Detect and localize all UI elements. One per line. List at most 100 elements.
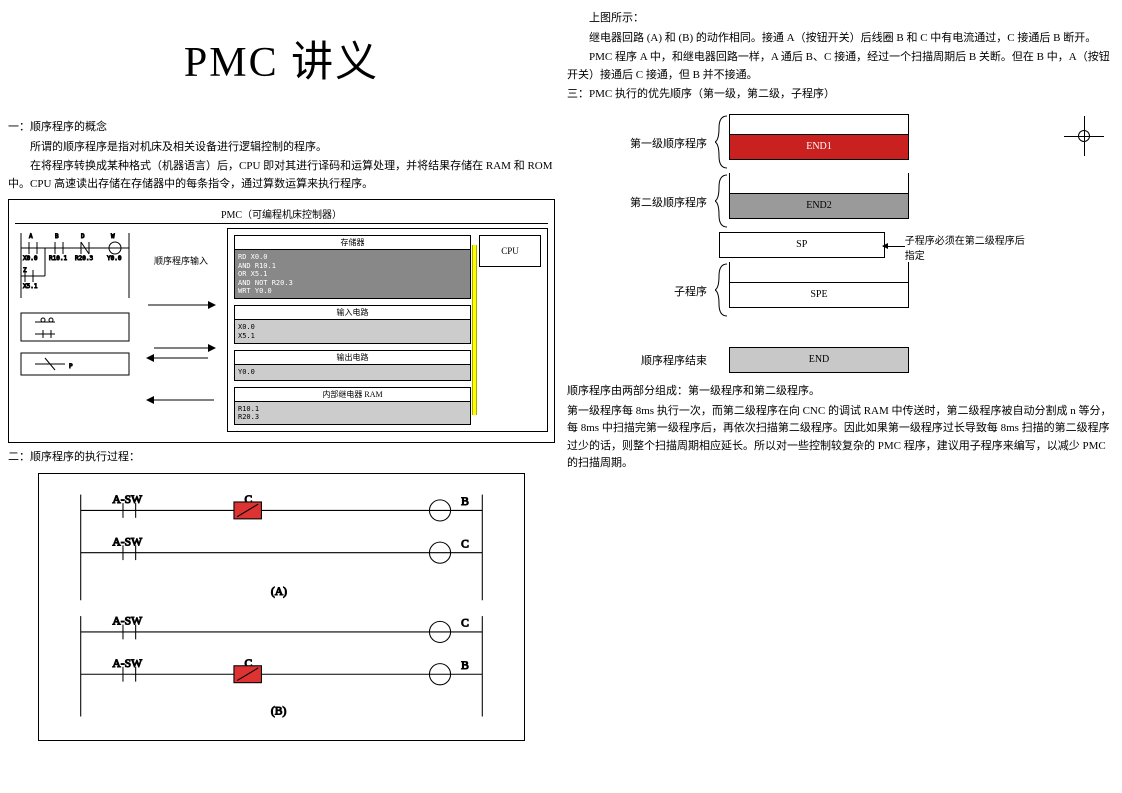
svg-text:W: W (111, 233, 115, 240)
output-block: 输出电路 Y0.0 (234, 350, 471, 380)
crosshair-icon (1064, 116, 1104, 156)
svg-text:C: C (461, 617, 469, 630)
arrow-both-icon (146, 343, 216, 363)
arrow-left-icon (883, 246, 905, 247)
prio-spacer (729, 114, 909, 134)
priority-row-2: 第二级顺序程序 END2 (587, 173, 1034, 232)
priority-row-4: 子程序 SPE (587, 262, 1034, 321)
priority-block-spe: SPE (729, 282, 909, 308)
circuit-diagram: A-SW C B A-SW C (A) A-SW (38, 473, 525, 741)
storage-block: 存储器 RD X0.0 AND R10.1 OR X5.1 AND NOT R2… (234, 235, 471, 299)
svg-text:R10.1: R10.1 (49, 255, 67, 262)
priority-block-col-4: SPE (729, 262, 909, 321)
brace-icon (715, 262, 729, 321)
relay-code: R10.1 R20.3 (235, 402, 470, 425)
yellow-bus-icon (472, 245, 477, 415)
section1-heading: 一：顺序程序的概念 (8, 119, 555, 137)
brace-icon (715, 114, 729, 173)
output-title: 输出电路 (235, 351, 470, 365)
prio-spacer (729, 262, 909, 282)
intro-heading: 上图所示： (567, 10, 1114, 28)
brace-icon (715, 173, 729, 232)
priority-block-end2: END2 (729, 193, 909, 219)
svg-text:Y0.0: Y0.0 (107, 255, 122, 262)
svg-text:A-SW: A-SW (112, 615, 142, 628)
arrow-label: 顺序程序输入 (154, 254, 208, 267)
priority-note-empty-4 (909, 262, 929, 321)
svg-text:A-SW: A-SW (112, 493, 142, 506)
priority-block-col-2: END2 (729, 173, 909, 232)
input-title: 输入电路 (235, 306, 470, 320)
pmc-diagram-body: ABDW X0.0R10.1R20.3Y0.0 Z X5.1 (15, 228, 548, 432)
intro-p2: PMC 程序 A 中，和继电器回路一样，A 通后 B、C 接通，经过一个扫描周期… (567, 49, 1114, 84)
pmc-diagram-header: PMC（可编程机床控制器） (15, 206, 548, 224)
svg-text:B: B (461, 659, 469, 672)
svg-text:B: B (55, 233, 59, 240)
summary-p1: 顺序程序由两部分组成：第一级程序和第二级程序。 (567, 383, 1114, 401)
summary-p2: 第一级程序每 8ms 执行一次，而第二级程序在向 CNC 的调试 RAM 中传送… (567, 403, 1114, 473)
section2-heading: 二：顺序程序的执行过程： (8, 449, 555, 467)
priority-diagram: 第一级顺序程序 END1 第二级顺序程序 (587, 114, 1034, 373)
crosshair-col (1054, 106, 1114, 381)
storage-title: 存储器 (235, 236, 470, 250)
priority-row-5: 顺序程序结束 END (587, 347, 1034, 373)
input-block: 输入电路 X0.0 X5.1 (234, 305, 471, 344)
cpu-box: CPU (479, 235, 541, 267)
priority-row-3: SP 子程序必须在第二级程序后指定 (587, 232, 1034, 262)
priority-label-3 (587, 232, 706, 262)
priority-note-text: 子程序必须在第二级程序后指定 (905, 232, 1034, 262)
output-code: Y0.0 (235, 365, 470, 379)
main-title: PMC 讲义 (8, 28, 555, 89)
right-column: 上图所示： 继电器回路 (A) 和 (B) 的动作相同。接通 A（按钮开关）后线… (567, 8, 1114, 747)
priority-note-sp: 子程序必须在第二级程序后指定 (885, 232, 1034, 262)
priority-note-empty-2 (909, 173, 929, 232)
brace-spacer (706, 232, 719, 262)
svg-text:A-SW: A-SW (112, 657, 142, 670)
ladder-svg: ABDW X0.0R10.1R20.3Y0.0 Z X5.1 (15, 228, 135, 428)
priority-block-col-3: SP (719, 232, 885, 262)
priority-block-sp: SP (719, 232, 885, 258)
priority-row-1: 第一级顺序程序 END1 (587, 114, 1034, 173)
intro-p1: 继电器回路 (A) 和 (B) 的动作相同。接通 A（按钮开关）后线圈 B 和 … (567, 30, 1114, 48)
svg-text:A: A (29, 233, 33, 240)
priority-label-5: 顺序程序结束 (587, 347, 715, 373)
relay-block: 内部继电器 RAM R10.1 R20.3 (234, 387, 471, 426)
priority-label-2: 第二级顺序程序 (587, 173, 715, 232)
priority-block-end1: END1 (729, 134, 909, 160)
brace-spacer (715, 347, 729, 373)
storage-code: RD X0.0 AND R10.1 OR X5.1 AND NOT R20.3 … (235, 250, 470, 298)
input-code: X0.0 X5.1 (235, 320, 470, 343)
section1-p1: 所谓的顺序程序是指对机床及相关设备进行逻辑控制的程序。 (8, 139, 555, 157)
svg-text:(A): (A) (271, 585, 287, 598)
svg-text:D: D (81, 233, 85, 240)
memory-column: 存储器 RD X0.0 AND R10.1 OR X5.1 AND NOT R2… (227, 228, 548, 432)
priority-note-empty-5 (909, 347, 929, 373)
prio-spacer (729, 173, 909, 193)
left-column: PMC 讲义 一：顺序程序的概念 所谓的顺序程序是指对机床及相关设备进行逻辑控制… (8, 8, 555, 747)
pmc-diagram: PMC（可编程机床控制器） A B D W (8, 199, 555, 443)
arrow-column: 顺序程序输入 (141, 228, 221, 432)
svg-text:P: P (69, 363, 73, 370)
relay-title: 内部继电器 RAM (235, 388, 470, 402)
memory-stack: 存储器 RD X0.0 AND R10.1 OR X5.1 AND NOT R2… (234, 235, 471, 425)
svg-text:(B): (B) (271, 704, 287, 717)
ladder-column: ABDW X0.0R10.1R20.3Y0.0 Z X5.1 (15, 228, 135, 432)
arrow-left-icon (146, 394, 216, 406)
svg-text:C: C (461, 537, 469, 550)
circuit-svg: A-SW C B A-SW C (A) A-SW (49, 484, 514, 727)
priority-block-end: END (729, 347, 909, 373)
svg-text:A-SW: A-SW (112, 535, 142, 548)
page: PMC 讲义 一：顺序程序的概念 所谓的顺序程序是指对机床及相关设备进行逻辑控制… (8, 8, 1114, 747)
arrow-right-icon (146, 299, 216, 311)
priority-label-4: 子程序 (587, 262, 715, 321)
priority-block-col-5: END (729, 347, 909, 373)
section1-p2: 在将程序转换成某种格式（机器语言）后，CPU 即对其进行译码和运算处理，并将结果… (8, 158, 555, 193)
priority-row-wrap: 第一级顺序程序 END1 第二级顺序程序 (567, 106, 1114, 381)
section3-heading: 三：PMC 执行的优先顺序（第一级，第二级，子程序） (567, 86, 1114, 104)
svg-text:R20.3: R20.3 (75, 255, 93, 262)
svg-text:B: B (461, 495, 469, 508)
svg-text:X0.0: X0.0 (23, 255, 38, 262)
svg-text:X5.1: X5.1 (23, 283, 38, 290)
priority-note-empty-1 (909, 114, 929, 173)
priority-label-1: 第一级顺序程序 (587, 114, 715, 173)
